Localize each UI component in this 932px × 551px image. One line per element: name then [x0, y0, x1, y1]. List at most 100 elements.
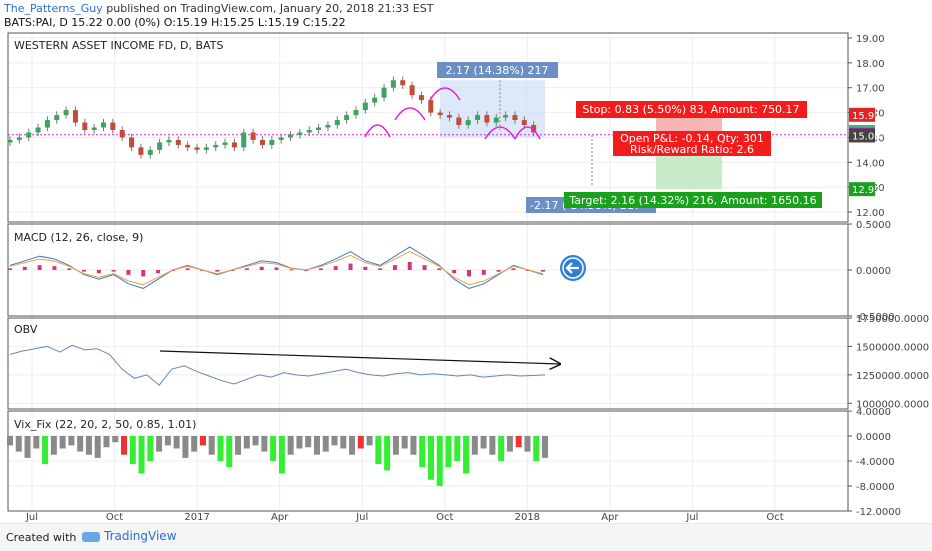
y-tick-label: 19.00 — [856, 34, 885, 45]
vixfix-bar — [296, 436, 303, 449]
x-tick-label: Jul — [355, 512, 368, 523]
candle-body — [129, 137, 135, 148]
vixfix-bar — [252, 436, 259, 446]
vixfix-bar — [59, 436, 66, 449]
candle-body — [138, 147, 144, 155]
macd-hist-bar — [481, 270, 486, 275]
candle-body — [16, 137, 22, 140]
vixfix-bar — [384, 436, 391, 471]
vixfix-bar — [85, 436, 92, 455]
vixfix-bar — [463, 436, 470, 474]
x-tick-label: 2017 — [184, 512, 209, 523]
candle-body — [353, 110, 359, 116]
macd-hist-bar — [496, 270, 501, 272]
vixfix-bar — [147, 436, 154, 461]
macd-hist-bar — [378, 268, 383, 270]
vixfix-bar — [419, 436, 426, 468]
tradingview-logo[interactable]: TradingView — [82, 529, 177, 543]
svg-text:Target: 2.16 (14.32%) 216, Amo: Target: 2.16 (14.32%) 216, Amount: 1650.… — [568, 194, 816, 207]
chart-area[interactable]: Jul Oct 2017 Apr Jul Oct 2018 Apr Jul Oct 19.00 18.… — [0, 0, 932, 523]
macd-hist-bar — [274, 267, 279, 270]
candle-body — [110, 122, 116, 130]
macd-pane[interactable] — [8, 246, 545, 289]
candle-body — [35, 127, 41, 133]
candle-body — [288, 134, 294, 138]
candle-body — [231, 142, 237, 148]
x-tick-label: Jul — [685, 512, 698, 523]
macd-hist-bar — [52, 266, 57, 270]
macd-hist-bar — [22, 266, 27, 270]
candle-body — [278, 137, 284, 140]
candle-body — [101, 122, 107, 128]
back-arrow-icon[interactable] — [560, 255, 586, 281]
vixfix-bar — [506, 436, 513, 452]
candle-body — [390, 80, 396, 88]
vixfix-bar — [270, 436, 277, 461]
vixfix-bar — [94, 436, 101, 458]
axes: Jul Oct 2017 Apr Jul Oct 2018 Apr Jul Oct 19.00 18.… — [25, 34, 929, 523]
candle-body — [82, 122, 88, 130]
candle-body — [503, 115, 509, 118]
vixfix-bar — [375, 436, 382, 465]
target-label: Target: 2.16 (14.32%) 216, Amount: 1650.… — [564, 192, 822, 208]
candle-body — [157, 142, 163, 150]
candle-body — [456, 117, 462, 126]
macd-hist-bar — [111, 270, 116, 272]
y-tick-label: 1500000.0000 — [856, 342, 929, 353]
x-tick-label: Oct — [106, 512, 123, 523]
vixfix-bar — [524, 436, 531, 452]
y-tick-label: 0.0000 — [856, 266, 891, 277]
vixfix-bar — [112, 436, 119, 443]
vixfix-bar — [489, 436, 496, 455]
candle-body — [44, 120, 50, 128]
macd-hist-bar — [437, 268, 442, 270]
candle-body — [521, 120, 527, 126]
x-tick-label: Apr — [601, 512, 619, 523]
y-tick-label: 17.00 — [856, 84, 885, 95]
candle-body — [344, 115, 350, 121]
candle-body — [119, 129, 125, 138]
candle-body — [166, 139, 172, 143]
obv-title: OBV — [14, 323, 38, 336]
candle-body — [334, 120, 340, 126]
candle-body — [63, 110, 69, 116]
vixfix-bar — [392, 436, 399, 455]
candle-body — [484, 115, 490, 123]
obv-pane[interactable] — [9, 344, 560, 386]
candle-body — [316, 127, 322, 130]
vixfix-bar — [366, 436, 373, 446]
vixfix-bar — [357, 436, 364, 449]
vixfix-bar — [50, 436, 57, 455]
candle-body — [418, 95, 424, 101]
candle-body — [241, 132, 247, 148]
macd-hist-bar — [466, 270, 471, 277]
macd-hist-bar — [141, 270, 146, 277]
macd-hist-bar — [289, 269, 294, 271]
stop-label: Stop: 0.83 (5.50%) 83, Amount: 750.17 — [576, 101, 807, 118]
vixfix-bar — [15, 436, 22, 452]
vixfix-bar — [77, 436, 84, 452]
candle-body — [147, 149, 153, 155]
tradingview-brand: TradingView — [104, 529, 177, 543]
candle-body — [531, 125, 537, 133]
vixfix-bar — [226, 436, 233, 468]
x-tick-label: Oct — [436, 512, 453, 523]
pattern-arc — [514, 126, 541, 140]
price-label-bg — [849, 128, 875, 143]
macd-hist-bar — [156, 270, 161, 274]
vixfix-bar — [129, 436, 136, 465]
range-up-label: 2.17 (14.38%) 217 — [437, 62, 558, 78]
macd-hist-bar — [363, 266, 368, 270]
vixfix-bar — [243, 436, 250, 449]
pattern-arc — [394, 107, 426, 121]
vixfix-bar — [401, 436, 408, 449]
vixfix-bar — [42, 436, 49, 465]
publish-info: The_Patterns_Guy published on TradingVie… — [4, 2, 433, 15]
candle-body — [381, 87, 387, 98]
vixfix-bar — [164, 436, 171, 446]
author-link[interactable]: The_Patterns_Guy — [4, 2, 103, 15]
candle-body — [493, 117, 499, 123]
vixfix-bar — [173, 436, 180, 449]
vixfix-pane[interactable] — [7, 436, 548, 486]
macd-hist-bar — [511, 268, 516, 270]
